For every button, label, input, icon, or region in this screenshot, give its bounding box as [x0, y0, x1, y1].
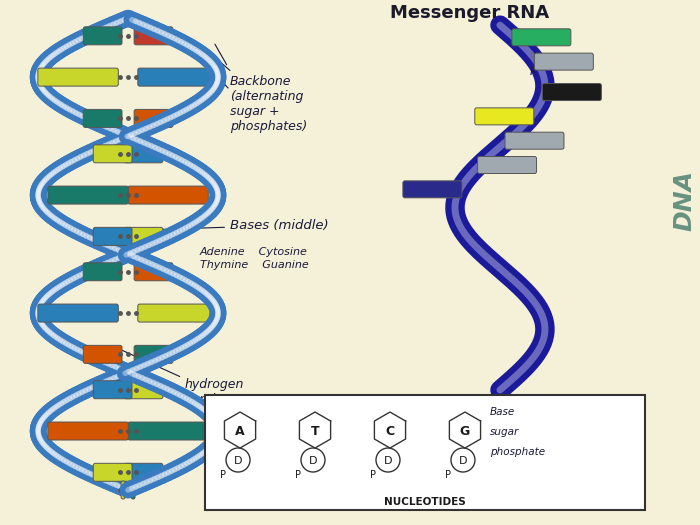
- FancyBboxPatch shape: [542, 83, 601, 100]
- FancyBboxPatch shape: [124, 381, 163, 398]
- Text: D: D: [234, 456, 242, 466]
- Text: hydrogen
bonds: hydrogen bonds: [120, 350, 244, 406]
- FancyBboxPatch shape: [134, 345, 173, 363]
- FancyBboxPatch shape: [48, 186, 128, 204]
- FancyBboxPatch shape: [83, 345, 122, 363]
- FancyBboxPatch shape: [512, 29, 570, 46]
- FancyBboxPatch shape: [128, 186, 209, 204]
- Text: D: D: [458, 456, 467, 466]
- FancyBboxPatch shape: [134, 109, 173, 128]
- Text: Adenine    Cytosine: Adenine Cytosine: [200, 247, 308, 257]
- Text: P: P: [220, 470, 226, 480]
- Text: D: D: [384, 456, 392, 466]
- Text: T: T: [311, 425, 319, 437]
- FancyBboxPatch shape: [131, 481, 135, 499]
- FancyBboxPatch shape: [83, 263, 122, 281]
- FancyBboxPatch shape: [93, 464, 132, 481]
- FancyBboxPatch shape: [134, 27, 173, 45]
- Text: G: G: [460, 425, 470, 437]
- FancyBboxPatch shape: [138, 304, 218, 322]
- FancyBboxPatch shape: [124, 145, 163, 163]
- Text: NUCLEOTIDES: NUCLEOTIDES: [384, 497, 466, 507]
- FancyBboxPatch shape: [93, 227, 132, 245]
- FancyBboxPatch shape: [124, 464, 163, 481]
- FancyBboxPatch shape: [38, 304, 118, 322]
- FancyBboxPatch shape: [83, 109, 122, 128]
- Text: Backbone
(alternating
sugar +
phosphates): Backbone (alternating sugar + phosphates…: [220, 62, 307, 133]
- Text: D: D: [309, 456, 317, 466]
- FancyBboxPatch shape: [475, 108, 534, 125]
- Text: DNA: DNA: [673, 170, 697, 230]
- FancyBboxPatch shape: [48, 422, 128, 440]
- Text: P: P: [295, 470, 301, 480]
- FancyBboxPatch shape: [128, 422, 209, 440]
- FancyBboxPatch shape: [83, 27, 122, 45]
- Text: Thymine    Guanine: Thymine Guanine: [200, 260, 309, 270]
- Text: A: A: [235, 425, 245, 437]
- Text: C: C: [386, 425, 395, 437]
- FancyBboxPatch shape: [134, 263, 173, 281]
- FancyBboxPatch shape: [403, 181, 462, 198]
- Text: phosphate: phosphate: [490, 447, 545, 457]
- Text: P: P: [445, 470, 451, 480]
- FancyBboxPatch shape: [121, 481, 125, 499]
- FancyBboxPatch shape: [93, 145, 132, 163]
- FancyBboxPatch shape: [505, 132, 564, 149]
- FancyBboxPatch shape: [124, 227, 163, 245]
- FancyBboxPatch shape: [138, 68, 218, 86]
- Text: Bases (middle): Bases (middle): [131, 219, 329, 232]
- FancyBboxPatch shape: [477, 156, 536, 173]
- FancyBboxPatch shape: [38, 68, 118, 86]
- Text: Messenger RNA: Messenger RNA: [390, 4, 549, 22]
- Text: sugar: sugar: [490, 427, 519, 437]
- Text: P: P: [370, 470, 376, 480]
- FancyBboxPatch shape: [205, 395, 645, 510]
- FancyBboxPatch shape: [534, 53, 594, 70]
- Text: Base: Base: [490, 407, 515, 417]
- Text: P: P: [530, 52, 537, 62]
- FancyBboxPatch shape: [93, 381, 132, 398]
- Text: R: R: [530, 67, 538, 77]
